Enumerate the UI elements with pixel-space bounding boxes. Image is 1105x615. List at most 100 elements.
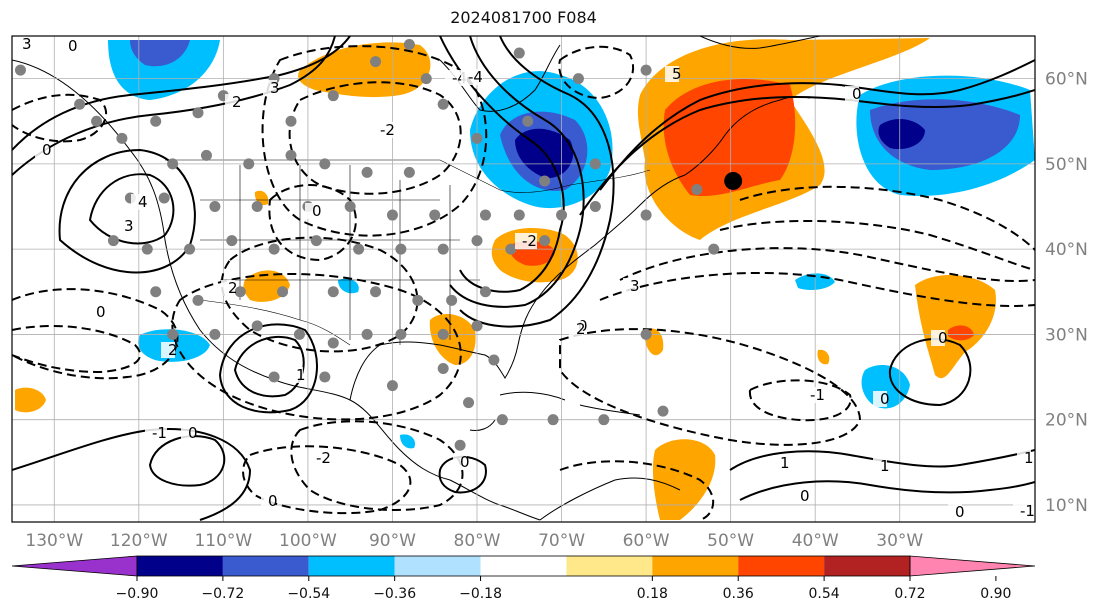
station-dot (505, 243, 517, 255)
focus-point-marker (724, 171, 743, 190)
contour-label: -2 (380, 121, 395, 139)
station-dot (361, 328, 373, 340)
station-dot (285, 149, 297, 161)
station-dot (141, 243, 153, 255)
station-dot (403, 39, 415, 51)
latitude-label: 10°N (1045, 496, 1088, 516)
station-dot (192, 107, 204, 119)
contour-pos-central-trough2 (449, 36, 585, 308)
shade-neg-atlantic-core (870, 99, 1020, 170)
contour-label-bg (373, 122, 395, 138)
colorbar: −0.90 −0.72 −0.54 −0.36 −0.18 0.18 0.36 0.54 0.7… (11, 555, 1036, 602)
station-dot (158, 192, 170, 204)
contour-neg-caribbean2 (242, 445, 412, 515)
contour-pos-atlantic-tropics2 (739, 480, 1035, 501)
longitude-label: 110°W (194, 531, 252, 551)
shade-pos-tropics (652, 439, 716, 520)
contour-label: 0 (460, 453, 470, 471)
shade-pos-atlantic-east-core (948, 325, 974, 341)
map-title: 2024081700 F084 (450, 8, 597, 27)
colorbar-segment (738, 556, 825, 576)
longitude-label: 40°W (792, 531, 839, 551)
contour-label-bg (131, 194, 145, 210)
station-dot (471, 132, 483, 144)
station-dot (293, 328, 305, 340)
contour-label: -2 (316, 449, 331, 467)
contour-label-bg (61, 38, 75, 54)
station-dot (395, 328, 407, 340)
coast-south-america (539, 477, 681, 521)
contour-neg-atlantic-mid2 (599, 271, 1035, 307)
shade-neg-atlantic-inner (878, 118, 925, 150)
station-dot (640, 328, 652, 340)
colorbar-segment (308, 556, 395, 576)
contour-label-bg (1013, 503, 1035, 519)
contour-neg-west-us (288, 81, 462, 195)
contour-label-bg (117, 218, 131, 234)
contour-neg-caribbean (290, 420, 464, 511)
longitude-label: 30°W (876, 531, 923, 551)
contour-pos-pacific-high (88, 173, 175, 245)
contour-label-bg (35, 142, 49, 158)
negative-contours (12, 45, 1035, 521)
colorbar-frame (136, 555, 911, 577)
station-dot (657, 405, 669, 417)
contour-label-bg (221, 280, 235, 296)
station-dot (200, 149, 212, 161)
station-dot (226, 235, 238, 247)
longitude-label: 130°W (25, 531, 83, 551)
station-dot (640, 64, 652, 76)
station-dot (539, 175, 551, 187)
station-dot (403, 166, 415, 178)
station-dot (192, 294, 204, 306)
station-dot (708, 243, 720, 255)
coast-gulf (349, 174, 686, 401)
station-dot (277, 286, 289, 298)
station-dot (150, 115, 162, 127)
colorbar-segment (222, 556, 309, 576)
station-dot (370, 56, 382, 68)
contour-neg-atlantic-mid (619, 247, 1035, 282)
contour-label-bg (453, 454, 467, 470)
station-dot (361, 166, 373, 178)
contour-label: 1 (296, 366, 306, 384)
contour-neg-ne-canada (558, 45, 635, 100)
station-dot (496, 414, 508, 426)
latitude-label: 20°N (1045, 411, 1088, 431)
contour-label: -4 (468, 68, 483, 86)
contour-label: 1 (780, 454, 790, 472)
contour-neg-nw (12, 93, 107, 143)
contour-label-bg (803, 387, 825, 403)
contour-neg-pacific (12, 288, 179, 380)
station-dot (386, 380, 398, 392)
contour-label-bg (289, 367, 303, 383)
shade-neg-small3 (338, 278, 359, 294)
contour-label: 3 (630, 277, 640, 295)
station-dot (589, 201, 601, 213)
station-dot (437, 328, 449, 340)
contour-neg-rockies (268, 184, 357, 262)
station-dot (370, 286, 382, 298)
contour-label-bg (461, 69, 483, 85)
colorbar-tick-label: 0.54 (809, 586, 840, 602)
contour-pos-baja (233, 335, 305, 398)
station-dot (167, 328, 179, 340)
contour-label: 2 (232, 93, 242, 111)
station-dot (395, 243, 407, 255)
contour-label-bg (845, 86, 859, 102)
contour-label-bg (569, 321, 583, 337)
contour-label-bg (161, 342, 175, 358)
station-dot (150, 286, 162, 298)
contour-label-bg (948, 504, 962, 520)
contour-label-bg (309, 450, 331, 466)
station-dot (454, 439, 466, 451)
shade-pos-pacific (15, 387, 46, 413)
longitude-label: 120°W (110, 531, 168, 551)
contour-label: 1 (880, 457, 890, 475)
contour-label: 0 (96, 303, 106, 321)
longitude-label: 60°W (623, 531, 670, 551)
latitude-label: 40°N (1045, 240, 1088, 260)
contour-label: 0 (268, 492, 278, 510)
colorbar-extend-low (11, 555, 138, 577)
station-dot (310, 235, 322, 247)
